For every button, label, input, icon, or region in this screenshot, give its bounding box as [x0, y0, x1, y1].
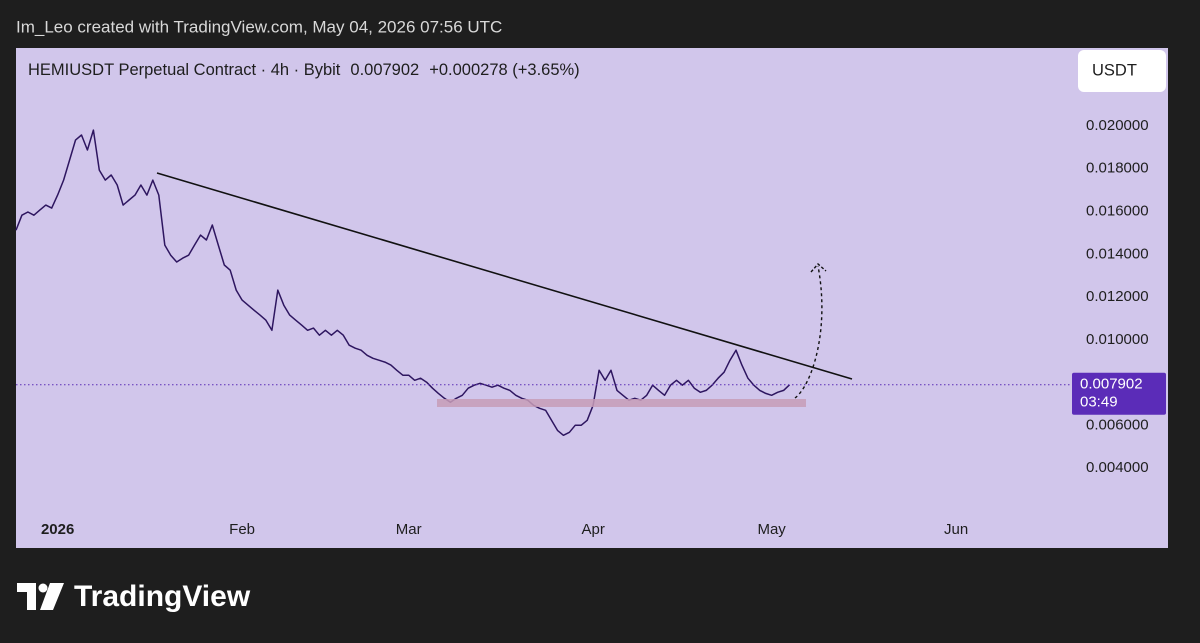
projection-arrow	[794, 265, 823, 399]
header: Im_Leo created with TradingView.com, May…	[16, 17, 502, 36]
x-tick-label: 2026	[41, 521, 74, 538]
support-zone	[437, 399, 806, 407]
change: +0.000278 (+3.65%)	[429, 61, 579, 79]
logo-mark	[40, 583, 64, 610]
last-price-box	[1072, 372, 1166, 415]
x-tick-label: Apr	[581, 521, 604, 538]
y-tick-label: 0.004000	[1086, 459, 1149, 476]
logo-dot	[38, 583, 48, 593]
y-tick-label: 0.020000	[1086, 117, 1149, 134]
brand: TradingView	[74, 580, 251, 613]
symbol: HEMIUSDT Perpetual Contract · 4h · Bybit	[28, 61, 341, 79]
y-tick-label: 0.018000	[1086, 160, 1149, 177]
currency-button[interactable]	[1078, 50, 1166, 92]
y-tick-label: 0.016000	[1086, 203, 1149, 220]
series-layer	[15, 125, 1074, 469]
price: 0.007902	[350, 61, 419, 79]
currency[interactable]: USDT	[1092, 61, 1137, 79]
brand-logo: TradingView	[17, 580, 251, 613]
arrow-head	[810, 263, 827, 273]
y-tick-label: 0.006000	[1086, 416, 1149, 433]
trend-line	[156, 172, 853, 380]
price-line	[15, 129, 791, 437]
x-tick-label: Mar	[396, 521, 422, 538]
y-tick-label: 0.014000	[1086, 245, 1149, 262]
plot-area	[16, 48, 1168, 548]
logo-mark	[17, 583, 36, 610]
x-tick-label: May	[757, 521, 786, 538]
countdown: 03:49	[1080, 394, 1118, 411]
x-tick-label: Feb	[229, 521, 255, 538]
chart-title: HEMIUSDT Perpetual Contract · 4h · Bybit…	[28, 61, 580, 79]
y-tick-label: 0.010000	[1086, 331, 1149, 348]
x-tick-label: Jun	[944, 521, 968, 538]
last-price: 0.007902	[1080, 376, 1143, 393]
y-tick-label: 0.012000	[1086, 288, 1149, 305]
